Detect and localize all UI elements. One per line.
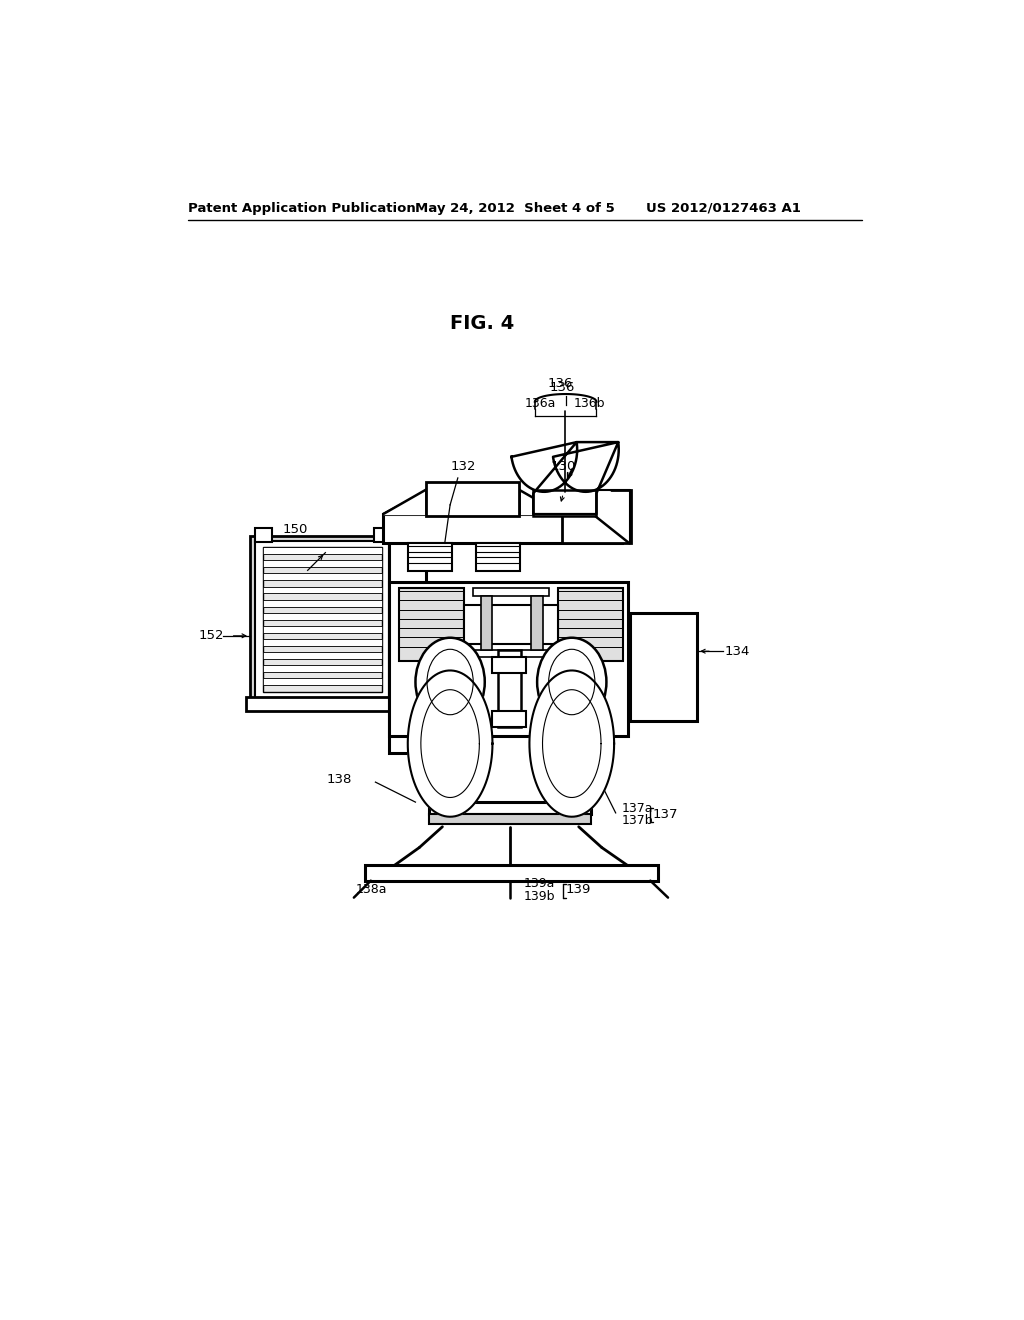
Text: 137b: 137b (622, 814, 653, 828)
Bar (426, 482, 518, 516)
Bar (558, 589, 624, 661)
Bar (263, 652, 382, 659)
Text: 132: 132 (451, 459, 475, 473)
Bar (531, 595, 543, 649)
Bar (481, 595, 493, 649)
Bar (562, 490, 631, 544)
Bar (263, 586, 382, 594)
Ellipse shape (416, 638, 484, 726)
Text: 134: 134 (725, 644, 751, 657)
Polygon shape (518, 490, 562, 515)
Text: 138: 138 (327, 772, 352, 785)
Bar (498, 649, 521, 726)
Bar (493, 711, 526, 726)
Bar (263, 548, 382, 554)
Bar (263, 573, 382, 581)
Bar (464, 605, 558, 644)
Bar (255, 528, 272, 541)
Bar (263, 626, 382, 632)
Bar (532, 490, 596, 516)
Text: 136a: 136a (524, 397, 556, 409)
Bar (408, 544, 453, 572)
Bar (263, 548, 382, 692)
Text: 139: 139 (565, 883, 591, 896)
Bar (263, 612, 382, 619)
Text: 136: 136 (548, 376, 572, 389)
Polygon shape (529, 671, 614, 817)
Bar (366, 866, 658, 880)
Bar (263, 639, 382, 645)
Text: FIG. 4: FIG. 4 (451, 314, 514, 334)
Bar (250, 536, 394, 704)
Bar (383, 515, 622, 544)
Bar (255, 541, 389, 698)
Text: 136: 136 (549, 381, 574, 395)
Text: 138a: 138a (355, 883, 387, 896)
Bar (263, 678, 382, 685)
Text: US 2012/0127463 A1: US 2012/0127463 A1 (646, 202, 802, 215)
Bar (246, 697, 398, 711)
Bar (374, 528, 391, 541)
Bar (263, 560, 382, 568)
Bar (389, 582, 628, 737)
Polygon shape (383, 490, 426, 515)
Bar (398, 589, 464, 661)
Text: 136b: 136b (573, 397, 605, 409)
Ellipse shape (549, 649, 595, 714)
Text: May 24, 2012  Sheet 4 of 5: May 24, 2012 Sheet 4 of 5 (416, 202, 615, 215)
Bar (475, 544, 520, 572)
Polygon shape (408, 671, 493, 817)
Polygon shape (511, 442, 618, 515)
Bar (389, 515, 426, 752)
Polygon shape (562, 490, 630, 544)
Text: 139a: 139a (523, 878, 555, 890)
Ellipse shape (427, 649, 473, 714)
Bar (473, 589, 549, 595)
Text: 139b: 139b (523, 890, 555, 903)
Text: 150: 150 (283, 523, 308, 536)
Bar (429, 803, 591, 814)
Text: 137a: 137a (622, 801, 653, 814)
Bar (263, 599, 382, 607)
Bar (473, 649, 549, 657)
Text: 152: 152 (199, 630, 224, 643)
Ellipse shape (538, 638, 606, 726)
Bar (630, 612, 697, 721)
Polygon shape (383, 490, 428, 515)
Text: 137: 137 (652, 808, 678, 821)
Bar (263, 665, 382, 672)
Text: Patent Application Publication: Patent Application Publication (188, 202, 416, 215)
Bar (429, 814, 591, 824)
Text: 130: 130 (550, 459, 575, 473)
Bar (493, 657, 526, 673)
